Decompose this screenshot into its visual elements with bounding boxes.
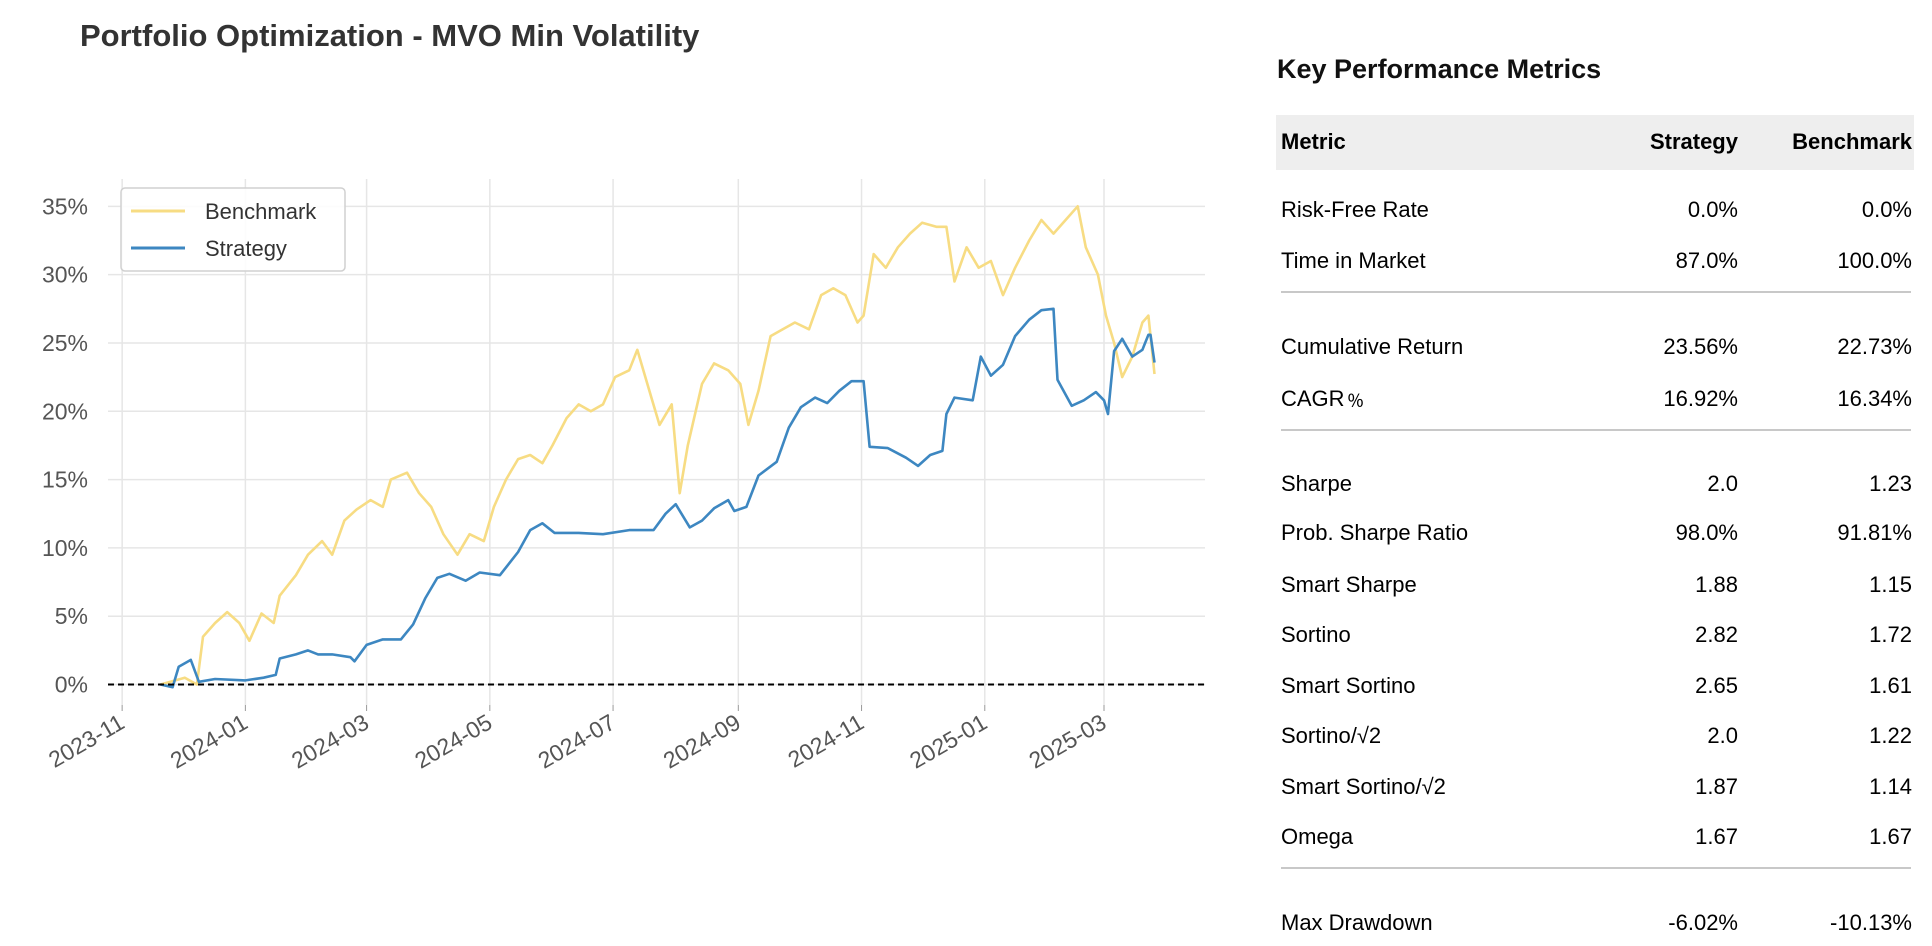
benchmark-value: -10.13% [1830, 910, 1912, 935]
benchmark-value: 1.23 [1869, 471, 1912, 496]
section-divider [1281, 867, 1911, 869]
benchmark-value: 22.73% [1837, 334, 1912, 359]
y-tick-label: 15% [42, 467, 88, 493]
series-line-benchmark [160, 205, 1156, 686]
strategy-value: 0.0% [1687, 197, 1738, 222]
y-tick-label: 0% [55, 672, 88, 698]
x-tick-label: 2024-05 [410, 709, 496, 774]
header-benchmark: Benchmark [1792, 129, 1912, 154]
benchmark-value: 1.22 [1869, 723, 1912, 748]
metric-name: Time in Market [1281, 248, 1426, 273]
strategy-value: 16.92% [1663, 386, 1738, 411]
strategy-value: 98.0% [1675, 520, 1738, 545]
legend-label: Strategy [205, 236, 287, 261]
strategy-value: 1.88 [1695, 572, 1738, 597]
benchmark-value: 1.14 [1869, 774, 1912, 799]
x-tick-label: 2025-01 [905, 709, 991, 774]
metric-name: Cumulative Return [1281, 334, 1464, 359]
chart-title: Portfolio Optimization - MVO Min Volatil… [80, 18, 700, 53]
strategy-value: 2.0 [1707, 723, 1738, 748]
strategy-value: 1.87 [1695, 774, 1738, 799]
x-tick-label: 2024-09 [659, 709, 745, 774]
metric-name: Sharpe [1281, 471, 1352, 496]
benchmark-value: 0.0% [1861, 197, 1912, 222]
metric-name: CAGR﹪ [1281, 386, 1367, 411]
header-strategy: Strategy [1649, 129, 1738, 154]
x-axis-ticks: 2023-11 2024-01 2024-03 2024-05 2024-07 2024-… [44, 705, 1110, 774]
x-tick-label: 2025-03 [1024, 709, 1110, 774]
metric-name: Sortino/√2 [1281, 723, 1382, 748]
header-metric: Metric [1281, 129, 1346, 154]
y-tick-label: 35% [42, 193, 88, 219]
strategy-value: 2.0 [1707, 471, 1738, 496]
y-axis-ticks: 0% 5% 10% 15% 20% 25% 30% 35% [42, 193, 88, 697]
strategy-value: 1.67 [1695, 824, 1738, 849]
metric-name: Omega [1281, 824, 1354, 849]
x-tick-label: 2023-11 [44, 709, 129, 773]
metrics-title: Key Performance Metrics [1277, 54, 1602, 84]
metric-name: Max Drawdown [1281, 910, 1433, 935]
y-tick-label: 25% [42, 330, 88, 356]
y-tick-label: 10% [42, 535, 88, 561]
benchmark-value: 1.72 [1869, 622, 1912, 647]
series-lines [108, 205, 1205, 689]
strategy-value: 23.56% [1663, 334, 1738, 359]
y-tick-label: 5% [55, 603, 88, 629]
metric-name: Sortino [1281, 622, 1351, 647]
strategy-value: 2.65 [1695, 673, 1738, 698]
benchmark-value: 1.15 [1869, 572, 1912, 597]
section-divider [1281, 291, 1911, 293]
x-tick-label: 2024-01 [166, 709, 252, 774]
metric-name: Smart Sortino [1281, 673, 1416, 698]
benchmark-value: 100.0% [1837, 248, 1912, 273]
benchmark-value: 1.67 [1869, 824, 1912, 849]
metric-name: Risk-Free Rate [1281, 197, 1429, 222]
strategy-value: 2.82 [1695, 622, 1738, 647]
x-tick-label: 2024-11 [783, 709, 868, 773]
benchmark-value: 91.81% [1837, 520, 1912, 545]
legend: Benchmark Strategy [120, 187, 346, 272]
y-tick-label: 20% [42, 398, 88, 424]
benchmark-value: 16.34% [1837, 386, 1912, 411]
strategy-value: -6.02% [1668, 910, 1738, 935]
x-tick-label: 2024-07 [533, 709, 619, 774]
metric-name: Prob. Sharpe Ratio [1281, 520, 1469, 545]
series-line-strategy [160, 307, 1156, 689]
x-tick-label: 2024-03 [287, 709, 373, 774]
metric-name: Smart Sortino/√2 [1281, 774, 1446, 799]
legend-box [120, 187, 346, 272]
strategy-value: 87.0% [1675, 248, 1738, 273]
table-header: Metric Strategy Benchmark [1276, 115, 1914, 170]
performance-chart: 0%5%10%15%20%25%30%35% 2023-11 2024-01 202… [42, 179, 1205, 774]
benchmark-value: 1.61 [1869, 673, 1912, 698]
y-tick-label: 30% [42, 262, 88, 288]
metric-name: Smart Sharpe [1281, 572, 1417, 597]
section-divider [1281, 429, 1911, 431]
legend-label: Benchmark [205, 199, 317, 224]
